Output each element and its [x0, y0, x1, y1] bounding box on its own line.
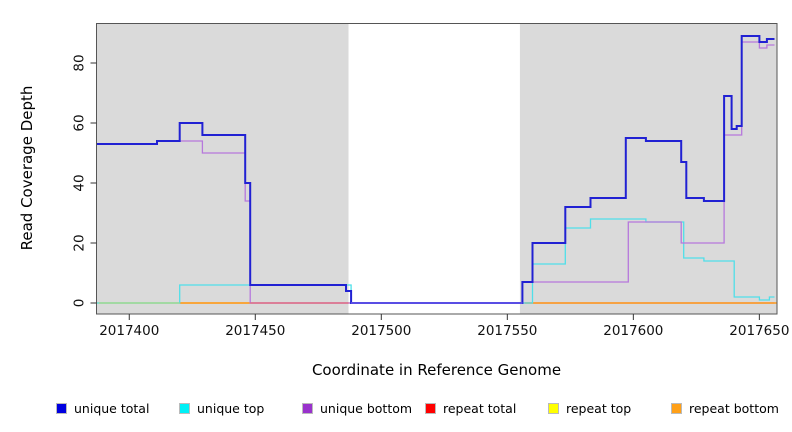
series-line-unique-total [96, 35, 775, 304]
legend-swatch-icon [425, 403, 436, 414]
legend-item-unique-bottom: unique bottom [296, 401, 419, 416]
legend-label: repeat total [443, 401, 517, 416]
legend-swatch-icon [548, 403, 559, 414]
legend-item-repeat-total: repeat total [419, 401, 542, 416]
panel-background [519, 23, 777, 314]
plot-box [96, 23, 778, 315]
x-tick-label: 2017550 [477, 323, 537, 339]
legend-label: repeat bottom [689, 401, 779, 416]
y-tick-label: 40 [72, 174, 88, 191]
legend-swatch-icon [56, 403, 67, 414]
legend-swatch-icon [179, 403, 190, 414]
legend-label: unique total [74, 401, 150, 416]
legend-item-repeat-top: repeat top [542, 401, 665, 416]
y-tick-label: 0 [72, 299, 88, 308]
y-tick-label: 60 [72, 114, 88, 131]
legend-label: repeat top [566, 401, 632, 416]
legend-label: unique top [197, 401, 265, 416]
x-tick-label: 2017500 [351, 323, 411, 339]
panel-background [96, 23, 349, 314]
x-tick-label: 2017600 [603, 323, 663, 339]
y-tick-label: 80 [72, 54, 88, 71]
y-tick-label: 20 [72, 234, 88, 251]
y-axis-title: Read Coverage Depth [18, 85, 36, 251]
legend-swatch-icon [671, 403, 682, 414]
legend: unique total unique top unique bottom repea… [50, 401, 790, 416]
legend-item-unique-top: unique top [173, 401, 296, 416]
legend-item-repeat-bottom: repeat bottom [665, 401, 788, 416]
x-tick-label: 2017650 [729, 323, 789, 339]
x-axis-title: Coordinate in Reference Genome [311, 361, 562, 379]
legend-label: unique bottom [320, 401, 413, 416]
legend-item-unique-total: unique total [50, 401, 173, 416]
legend-swatch-icon [302, 403, 313, 414]
x-tick-label: 2017400 [99, 323, 159, 339]
x-tick-label: 2017450 [225, 323, 285, 339]
